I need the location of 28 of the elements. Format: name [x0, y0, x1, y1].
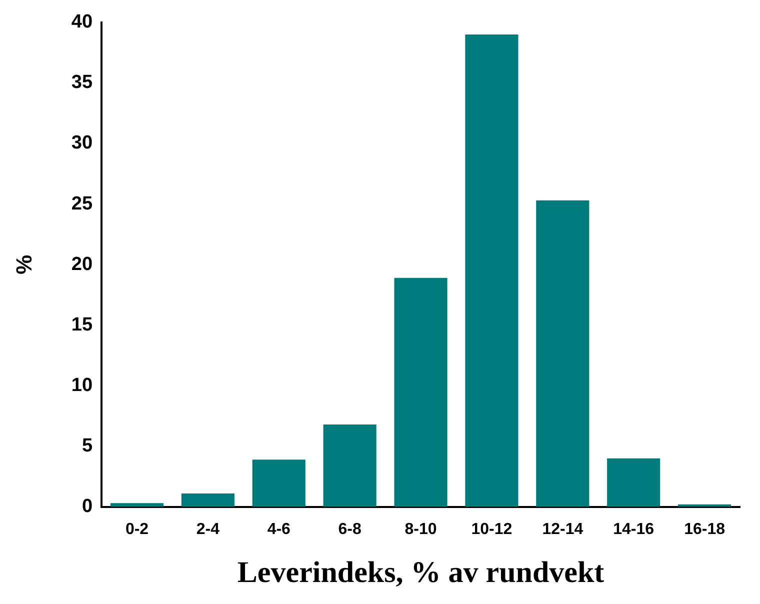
bar	[536, 200, 590, 507]
y-tick-label: 25	[71, 193, 93, 214]
bar	[252, 460, 306, 507]
x-tick-label: 8-10	[404, 520, 437, 538]
y-tick-label: 5	[82, 435, 93, 456]
x-tick-label: 6-8	[338, 520, 362, 538]
y-tick-label: 20	[71, 254, 93, 275]
y-tick-label: 35	[71, 72, 93, 94]
y-tick-label: 40	[71, 12, 93, 33]
y-tick-label: 10	[71, 374, 93, 396]
bar	[465, 34, 518, 507]
x-tick-label: 14-16	[613, 520, 654, 538]
x-tick-label: 16-18	[684, 520, 726, 538]
x-axis-title: Leverindeks, % av rundvekt	[237, 556, 604, 589]
x-tick-label: 4-6	[267, 520, 291, 538]
bar	[607, 458, 660, 507]
y-tick-label: 15	[71, 314, 93, 336]
x-tick-label: 10-12	[471, 520, 512, 538]
bar	[323, 424, 376, 507]
y-tick-label: 0	[82, 496, 93, 518]
y-axis-title: %	[11, 254, 36, 274]
bar	[394, 278, 448, 507]
x-tick-label: 0-2	[125, 520, 149, 538]
bar	[110, 503, 164, 507]
y-tick-label: 30	[71, 132, 93, 154]
x-tick-label: 12-14	[542, 520, 584, 538]
bar	[181, 493, 234, 507]
x-tick-label: 2-4	[196, 520, 220, 538]
